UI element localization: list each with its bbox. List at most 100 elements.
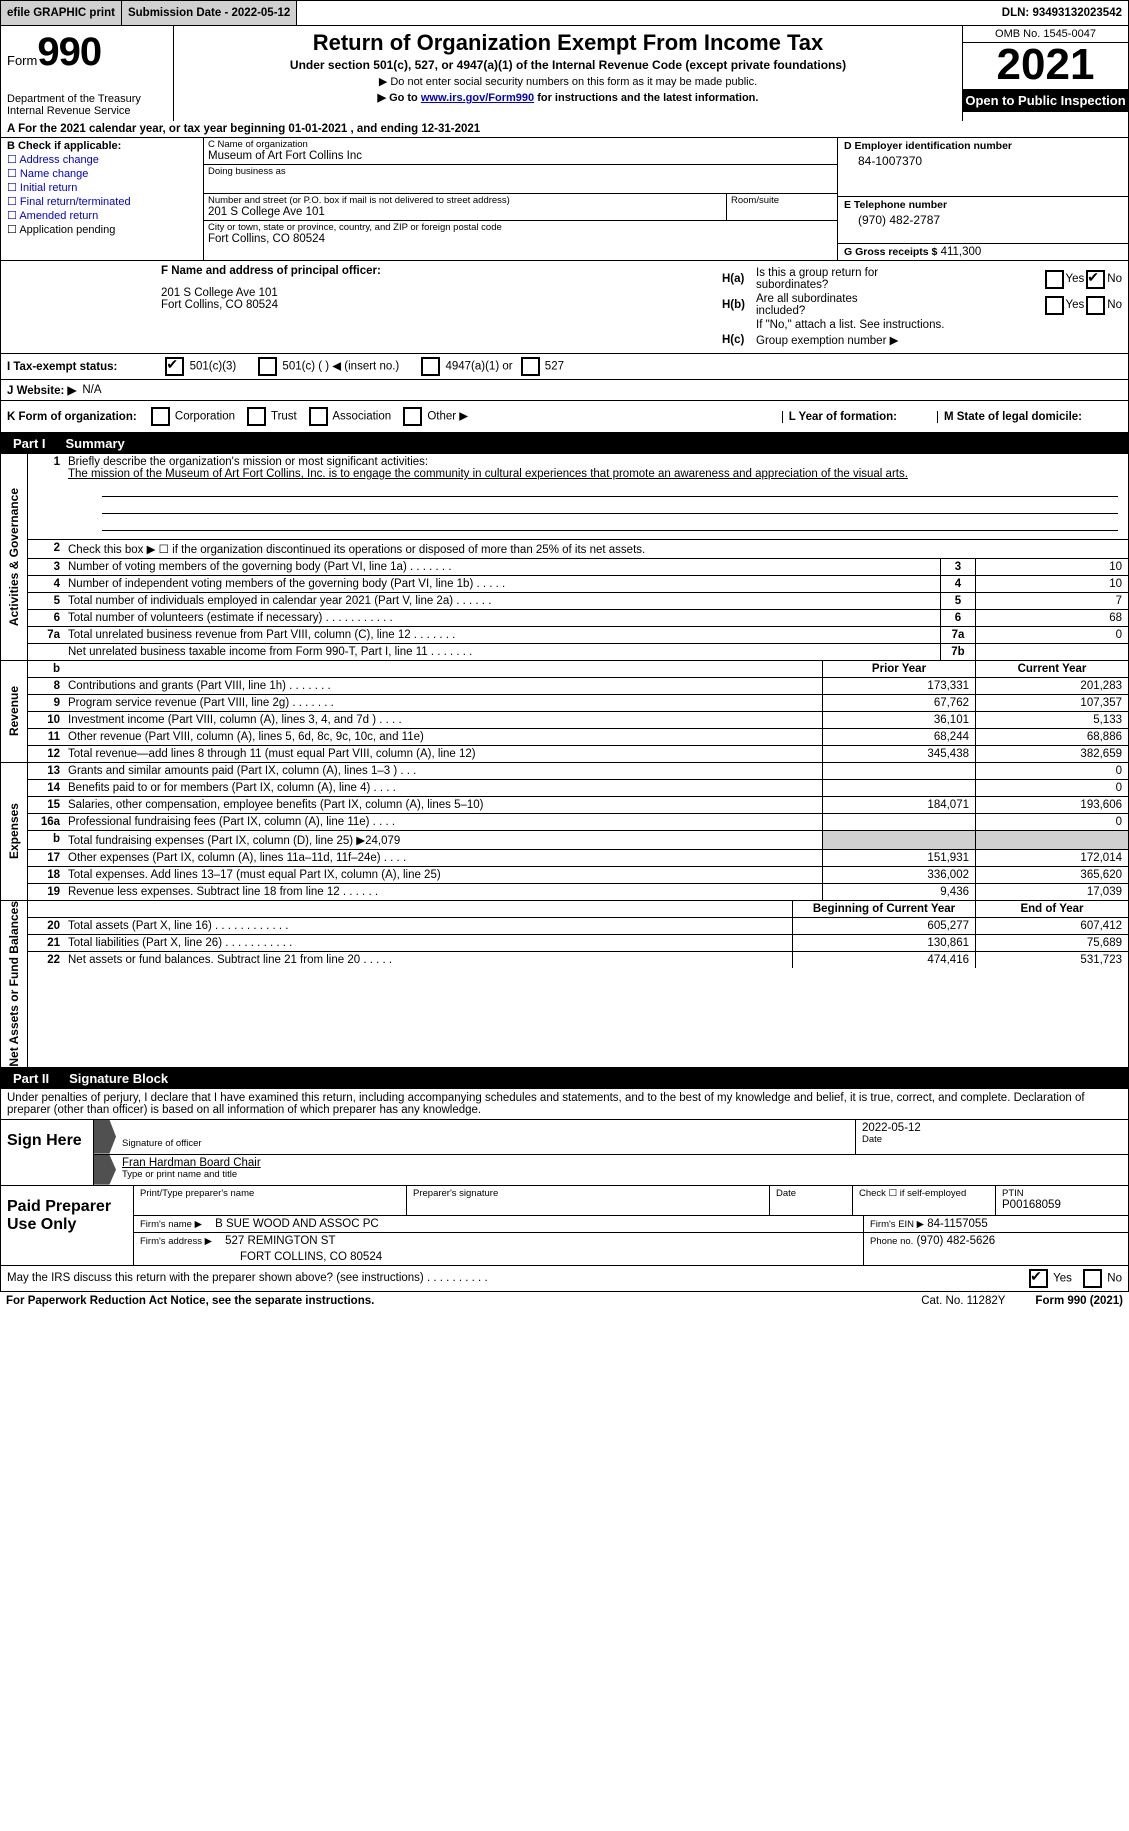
submission-date: Submission Date - 2022-05-12	[122, 1, 297, 25]
m-label: M State of legal domicile:	[937, 411, 1122, 423]
ssn-note: ▶ Do not enter social security numbers o…	[180, 75, 956, 88]
sig-date-label: Date	[862, 1134, 1122, 1145]
summary-row: 11 Other revenue (Part VIII, column (A),…	[28, 728, 1128, 745]
discuss-row: May the IRS discuss this return with the…	[0, 1266, 1129, 1292]
chk-final-return[interactable]: ☐ Final return/terminated	[7, 195, 197, 208]
org-name: Museum of Art Fort Collins Inc	[204, 150, 837, 164]
mission-text: The mission of the Museum of Art Fort Co…	[68, 468, 908, 480]
vtab-expenses: Expenses	[7, 803, 21, 859]
website-value: N/A	[82, 384, 101, 396]
summary-row: 15 Salaries, other compensation, employe…	[28, 796, 1128, 813]
summary-row: 4 Number of independent voting members o…	[28, 575, 1128, 592]
chk-amended-return[interactable]: ☐ Amended return	[7, 209, 197, 222]
block-bcd: B Check if applicable: ☐ Address change …	[0, 138, 1129, 261]
section-governance: Activities & Governance 1 Briefly descri…	[0, 454, 1129, 661]
i-label: I Tax-exempt status:	[7, 361, 117, 373]
vtab-governance: Activities & Governance	[7, 488, 21, 626]
h-note: If "No," attach a list. See instructions…	[722, 319, 1122, 331]
h-a-label: H(a)	[722, 273, 756, 285]
paid-preparer-label: Paid Preparer Use Only	[1, 1186, 134, 1265]
officer-name: Fran Hardman Board Chair	[122, 1157, 1122, 1169]
chk-initial-return[interactable]: ☐ Initial return	[7, 181, 197, 194]
col-b-checkboxes: B Check if applicable: ☐ Address change …	[1, 138, 203, 260]
tax-year: 2021	[963, 43, 1128, 89]
firm-ein: 84-1157055	[927, 1218, 988, 1230]
prep-date-label: Date	[776, 1188, 846, 1199]
summary-row: 7a Total unrelated business revenue from…	[28, 626, 1128, 643]
f-addr2: Fort Collins, CO 80524	[161, 299, 708, 311]
hdr-end-year: End of Year	[975, 901, 1128, 917]
self-employed-check[interactable]: Check ☐ if self-employed	[859, 1188, 989, 1199]
summary-row: 12 Total revenue—add lines 8 through 11 …	[28, 745, 1128, 762]
phone-label: Phone no.	[870, 1236, 913, 1247]
gross-value: 411,300	[941, 246, 982, 258]
i-501c-checkbox[interactable]	[258, 357, 277, 376]
ha-yes-checkbox[interactable]	[1045, 270, 1064, 289]
col-c-org-info: C Name of organization Museum of Art For…	[203, 138, 837, 260]
chk-address-change[interactable]: ☐ Address change	[7, 153, 197, 166]
k-corp-checkbox[interactable]	[151, 407, 170, 426]
part-2-tag: Part II	[1, 1069, 61, 1088]
k-other-checkbox[interactable]	[403, 407, 422, 426]
part-2-header: Part II Signature Block	[0, 1068, 1129, 1089]
gross-label: G Gross receipts $	[844, 246, 937, 258]
hdr-beginning-year: Beginning of Current Year	[792, 901, 975, 917]
goto-post: for instructions and the latest informat…	[534, 92, 758, 104]
col-d-ein: D Employer identification number 84-1007…	[837, 138, 1128, 260]
part-1-title: Summary	[58, 434, 133, 453]
firm-addr2: FORT COLLINS, CO 80524	[240, 1251, 857, 1263]
vtab-netassets: Net Assets or Fund Balances	[7, 901, 21, 1067]
org-name-label: C Name of organization	[204, 138, 837, 150]
arrow-icon	[94, 1120, 116, 1154]
firm-name-label: Firm's name ▶	[140, 1219, 202, 1230]
part-1-header: Part I Summary	[0, 433, 1129, 454]
hb-yes-checkbox[interactable]	[1045, 296, 1064, 315]
paperwork-notice: For Paperwork Reduction Act Notice, see …	[0, 1292, 1129, 1310]
hb-no-checkbox[interactable]	[1086, 296, 1105, 315]
summary-row: 5 Total number of individuals employed i…	[28, 592, 1128, 609]
top-bar: efile GRAPHIC print Submission Date - 20…	[0, 0, 1129, 26]
summary-row: Net unrelated business taxable income fr…	[28, 643, 1128, 660]
sign-here-label: Sign Here	[1, 1120, 94, 1185]
i-4947-checkbox[interactable]	[421, 357, 440, 376]
part-1-tag: Part I	[1, 434, 58, 453]
summary-row: 14 Benefits paid to or for members (Part…	[28, 779, 1128, 796]
discuss-yes-checkbox[interactable]	[1029, 1269, 1048, 1288]
summary-row: 3 Number of voting members of the govern…	[28, 558, 1128, 575]
chk-name-change[interactable]: ☐ Name change	[7, 167, 197, 180]
i-501c3-checkbox[interactable]	[165, 357, 184, 376]
room-label: Room/suite	[727, 194, 837, 206]
chk-application-pending[interactable]: ☐ Application pending	[7, 223, 197, 236]
k-label: K Form of organization:	[7, 411, 137, 423]
summary-row: 8 Contributions and grants (Part VIII, l…	[28, 677, 1128, 694]
tel-value: (970) 482-2787	[844, 211, 1122, 227]
summary-row: b Total fundraising expenses (Part IX, c…	[28, 830, 1128, 849]
k-assoc-checkbox[interactable]	[309, 407, 328, 426]
efile-print-button[interactable]: efile GRAPHIC print	[1, 1, 122, 25]
form-header: Form990 Department of the Treasury Inter…	[0, 26, 1129, 121]
discuss-no-checkbox[interactable]	[1083, 1269, 1102, 1288]
dln-label: DLN: 93493132023542	[996, 1, 1128, 25]
ptin-label: PTIN	[1002, 1188, 1122, 1199]
i-527-checkbox[interactable]	[521, 357, 540, 376]
l-label: L Year of formation:	[782, 411, 937, 423]
k-trust-checkbox[interactable]	[247, 407, 266, 426]
line1-desc: Briefly describe the organization's miss…	[68, 456, 428, 468]
summary-row: 20 Total assets (Part X, line 16) . . . …	[28, 917, 1128, 934]
line-klm: K Form of organization: Corporation Trus…	[0, 401, 1129, 433]
summary-row: 19 Revenue less expenses. Subtract line …	[28, 883, 1128, 900]
irs-link[interactable]: www.irs.gov/Form990	[421, 92, 534, 104]
form-subtitle: Under section 501(c), 527, or 4947(a)(1)…	[180, 58, 956, 72]
tel-label: E Telephone number	[844, 199, 1122, 211]
discuss-text: May the IRS discuss this return with the…	[7, 1272, 488, 1284]
sig-date-value: 2022-05-12	[862, 1122, 1122, 1134]
firm-ein-label: Firm's EIN ▶	[870, 1219, 924, 1230]
section-revenue: Revenue b Prior Year Current Year 8 Cont…	[0, 661, 1129, 763]
part-2-title: Signature Block	[61, 1069, 176, 1088]
prep-sig-label: Preparer's signature	[413, 1188, 763, 1199]
addr-label: Number and street (or P.O. box if mail i…	[204, 194, 726, 206]
ha-no-checkbox[interactable]	[1086, 270, 1105, 289]
open-to-public: Open to Public Inspection	[963, 89, 1128, 112]
firm-addr1: 527 REMINGTON ST	[225, 1235, 335, 1247]
line2-desc: Check this box ▶ ☐ if the organization d…	[64, 540, 1128, 558]
